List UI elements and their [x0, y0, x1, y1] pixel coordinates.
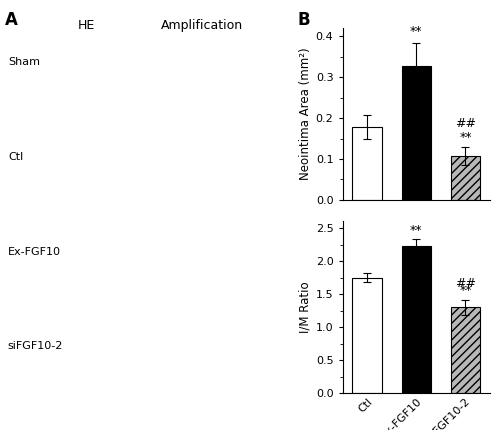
Text: **: ** [410, 224, 422, 236]
Text: **: ** [459, 284, 471, 297]
Y-axis label: Neointima Area (mm²): Neointima Area (mm²) [298, 48, 312, 180]
Text: Ex-FGF10: Ex-FGF10 [8, 246, 61, 257]
Bar [450, 307, 480, 393]
Y-axis label: I/M Ratio: I/M Ratio [298, 282, 312, 333]
Text: A: A [5, 11, 18, 29]
Text: ##: ## [455, 117, 476, 130]
Text: Amplification: Amplification [161, 19, 244, 32]
Text: **: ** [410, 25, 422, 38]
Text: HE: HE [78, 19, 95, 32]
Text: **: ** [459, 131, 471, 144]
Bar [352, 278, 382, 393]
Text: Ctl: Ctl [8, 152, 23, 162]
Text: siFGF10-2: siFGF10-2 [8, 341, 64, 351]
Bar [352, 127, 382, 200]
Text: B: B [298, 11, 310, 29]
Bar [402, 246, 431, 393]
Bar [402, 66, 431, 200]
Text: ##: ## [455, 276, 476, 289]
Bar [450, 156, 480, 200]
Text: Sham: Sham [8, 57, 40, 68]
